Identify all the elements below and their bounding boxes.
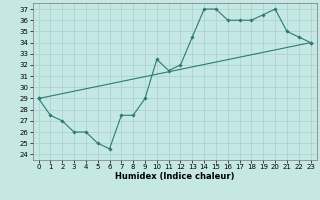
X-axis label: Humidex (Indice chaleur): Humidex (Indice chaleur) <box>115 172 234 181</box>
